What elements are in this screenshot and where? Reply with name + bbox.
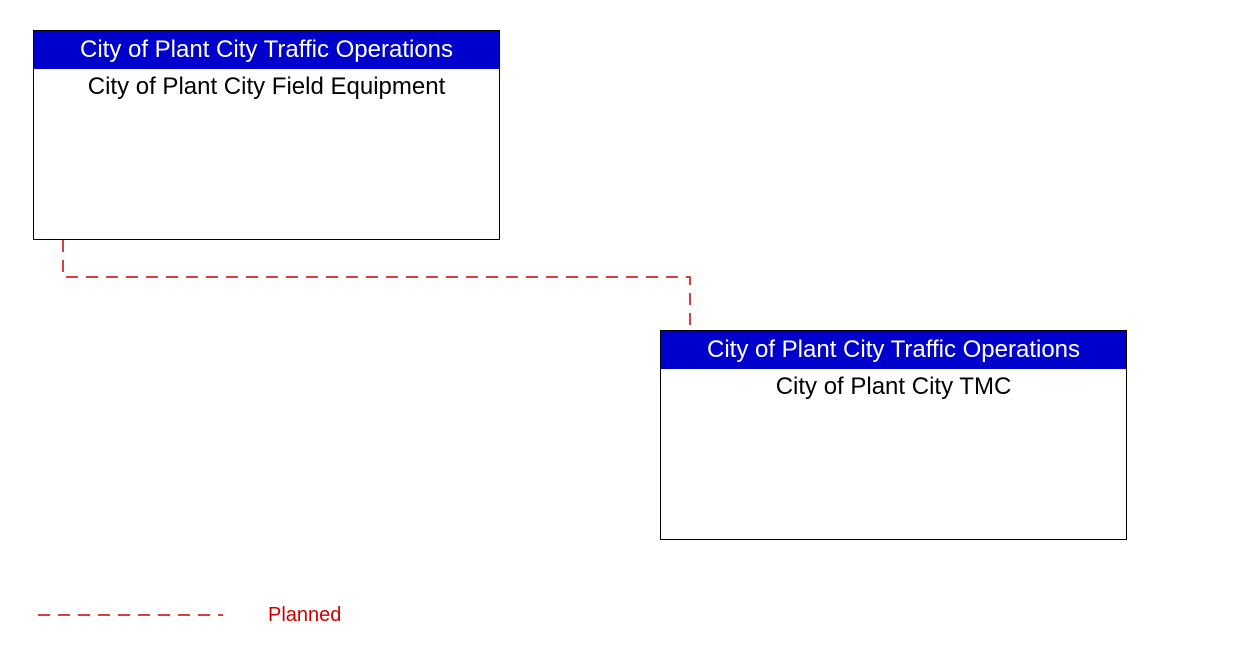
node-field-equipment: City of Plant City Traffic Operations Ci… (33, 30, 500, 240)
node-tmc: City of Plant City Traffic Operations Ci… (660, 330, 1127, 540)
legend-label: Planned (268, 604, 341, 627)
edge-planned (63, 240, 690, 330)
node-field-equipment-body: City of Plant City Field Equipment (34, 69, 499, 101)
node-tmc-body: City of Plant City TMC (661, 369, 1126, 401)
legend-line (38, 614, 223, 618)
diagram-canvas: City of Plant City Traffic Operations Ci… (0, 0, 1252, 658)
node-field-equipment-header: City of Plant City Traffic Operations (34, 31, 499, 69)
node-tmc-header: City of Plant City Traffic Operations (661, 331, 1126, 369)
